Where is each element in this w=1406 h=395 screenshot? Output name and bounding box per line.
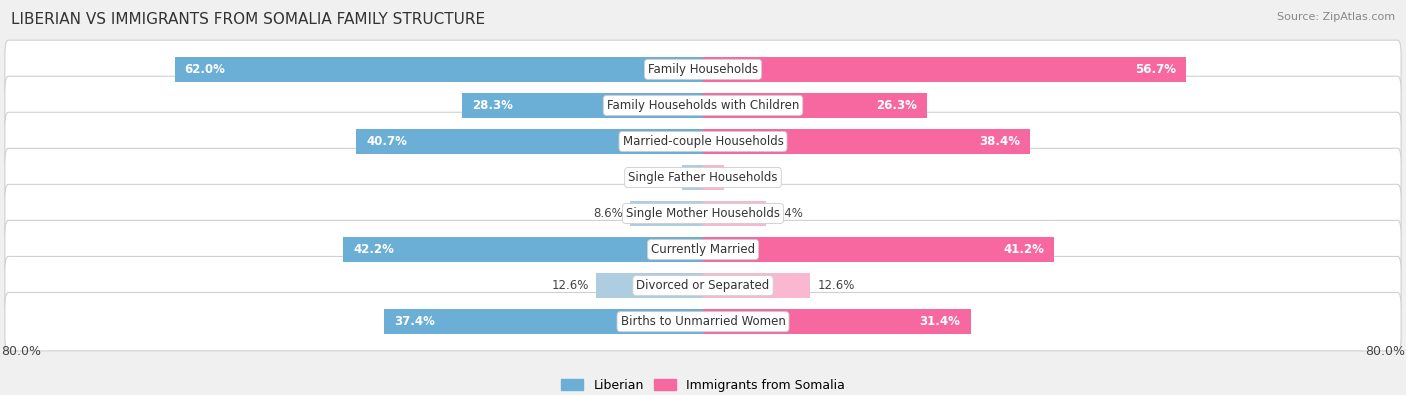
Text: 42.2%: 42.2% [353, 243, 395, 256]
Text: Source: ZipAtlas.com: Source: ZipAtlas.com [1277, 12, 1395, 22]
Text: Currently Married: Currently Married [651, 243, 755, 256]
Text: 7.4%: 7.4% [773, 207, 803, 220]
Bar [703, 201, 766, 226]
Text: 26.3%: 26.3% [876, 99, 917, 112]
Bar [174, 57, 703, 82]
Bar [682, 165, 703, 190]
Bar [703, 273, 810, 298]
Bar [461, 93, 703, 118]
Text: Divorced or Separated: Divorced or Separated [637, 279, 769, 292]
Text: 31.4%: 31.4% [920, 315, 960, 328]
Text: 41.2%: 41.2% [1002, 243, 1045, 256]
FancyBboxPatch shape [4, 112, 1402, 171]
Text: 2.5%: 2.5% [731, 171, 761, 184]
Text: 38.4%: 38.4% [979, 135, 1021, 148]
FancyBboxPatch shape [4, 256, 1402, 315]
Text: 37.4%: 37.4% [395, 315, 436, 328]
Text: 8.6%: 8.6% [593, 207, 623, 220]
Text: 12.6%: 12.6% [551, 279, 589, 292]
Text: 56.7%: 56.7% [1135, 63, 1175, 76]
FancyBboxPatch shape [4, 148, 1402, 207]
Bar [630, 201, 703, 226]
Bar [703, 237, 1054, 262]
Bar [703, 309, 970, 334]
Text: Family Households with Children: Family Households with Children [607, 99, 799, 112]
Text: 28.3%: 28.3% [472, 99, 513, 112]
Bar [596, 273, 703, 298]
Text: LIBERIAN VS IMMIGRANTS FROM SOMALIA FAMILY STRUCTURE: LIBERIAN VS IMMIGRANTS FROM SOMALIA FAMI… [11, 12, 485, 27]
Text: Single Mother Households: Single Mother Households [626, 207, 780, 220]
Text: 40.7%: 40.7% [367, 135, 408, 148]
Text: 12.6%: 12.6% [817, 279, 855, 292]
FancyBboxPatch shape [4, 184, 1402, 243]
Bar [703, 93, 927, 118]
FancyBboxPatch shape [4, 76, 1402, 135]
Bar [703, 129, 1031, 154]
Bar [384, 309, 703, 334]
Bar [356, 129, 703, 154]
Text: 2.5%: 2.5% [645, 171, 675, 184]
Legend: Liberian, Immigrants from Somalia: Liberian, Immigrants from Somalia [555, 374, 851, 395]
Bar [343, 237, 703, 262]
Text: Family Households: Family Households [648, 63, 758, 76]
Text: Births to Unmarried Women: Births to Unmarried Women [620, 315, 786, 328]
Text: Married-couple Households: Married-couple Households [623, 135, 783, 148]
FancyBboxPatch shape [4, 40, 1402, 99]
Bar [703, 165, 724, 190]
Bar [703, 57, 1187, 82]
FancyBboxPatch shape [4, 292, 1402, 351]
Text: Single Father Households: Single Father Households [628, 171, 778, 184]
FancyBboxPatch shape [4, 220, 1402, 279]
Text: 62.0%: 62.0% [184, 63, 225, 76]
